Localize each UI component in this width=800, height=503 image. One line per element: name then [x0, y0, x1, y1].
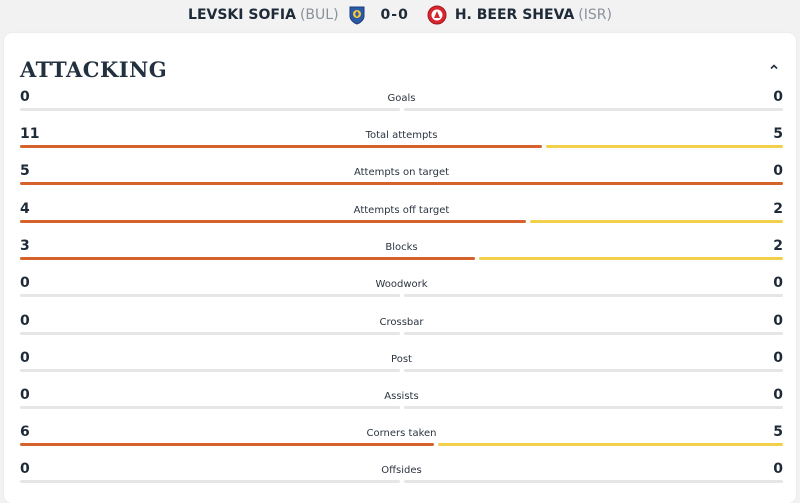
- home-stat-value: 0: [20, 313, 30, 329]
- home-stat-value: 3: [20, 238, 30, 254]
- home-stat-value: 0: [20, 275, 30, 291]
- away-stat-bar: [545, 145, 783, 148]
- away-stat-value: 5: [773, 126, 783, 142]
- home-stat-value: 4: [20, 201, 30, 217]
- stat-row: 6 Corners taken 5: [20, 424, 783, 461]
- chevron-up-icon[interactable]: [768, 61, 780, 73]
- away-stat-value: 2: [773, 201, 783, 217]
- home-team-name[interactable]: LEVSKI SOFIA: [188, 7, 296, 23]
- away-stat-bar: [530, 220, 783, 223]
- away-stat-bar: [438, 443, 783, 446]
- home-stat-value: 0: [20, 89, 30, 105]
- home-stat-bar: [20, 182, 783, 185]
- home-stat-bar: [20, 406, 400, 409]
- home-stat-bar: [20, 220, 526, 223]
- home-stat-value: 0: [20, 387, 30, 403]
- match-header: LEVSKI SOFIA (BUL) 0-0 H. BEER SHEVA (IS…: [0, 0, 800, 30]
- away-stat-value: 0: [773, 313, 783, 329]
- stats-panel: ATTACKING 0 Goals 0 11 Total attempts 5 5 Attem…: [4, 33, 796, 503]
- home-stat-bar: [20, 443, 434, 446]
- stat-row: 3 Blocks 2: [20, 238, 783, 275]
- home-stat-bar: [20, 294, 400, 297]
- away-stat-bar: [403, 108, 783, 111]
- away-stat-value: 0: [773, 275, 783, 291]
- home-stat-bar: [20, 332, 400, 335]
- stat-row: 11 Total attempts 5: [20, 126, 783, 163]
- home-stat-bar: [20, 480, 400, 483]
- stat-row: 0 Crossbar 0: [20, 313, 783, 350]
- away-stat-value: 0: [773, 89, 783, 105]
- home-stat-bar: [20, 257, 476, 260]
- stat-row: 0 Offsides 0: [20, 461, 783, 498]
- home-stat-value: 0: [20, 461, 30, 477]
- away-stat-bar: [403, 480, 783, 483]
- away-stat-value: 0: [773, 350, 783, 366]
- stat-label: Post: [391, 354, 412, 365]
- stat-label: Crossbar: [379, 317, 424, 328]
- stat-label: Blocks: [385, 242, 418, 253]
- stat-row: 4 Attempts off target 2: [20, 201, 783, 238]
- away-stat-bar: [403, 332, 783, 335]
- stat-row: 0 Post 0: [20, 350, 783, 387]
- stat-label: Woodwork: [375, 279, 428, 290]
- home-stat-bar: [20, 108, 400, 111]
- away-stat-bar: [403, 406, 783, 409]
- section-title: ATTACKING: [20, 57, 168, 82]
- away-stat-value: 0: [773, 461, 783, 477]
- away-team-name[interactable]: H. BEER SHEVA: [454, 7, 575, 23]
- stat-label: Offsides: [381, 465, 422, 476]
- away-stat-value: 0: [773, 163, 783, 179]
- stat-row: 0 Woodwork 0: [20, 275, 783, 312]
- stat-label: Attempts off target: [353, 205, 450, 216]
- match-score: 0-0: [380, 7, 409, 23]
- stat-label: Total attempts: [365, 130, 438, 141]
- home-stat-value: 6: [20, 424, 30, 440]
- home-team-country: (BUL): [299, 7, 339, 23]
- home-stat-value: 5: [20, 163, 30, 179]
- away-team-country: (ISR): [578, 7, 612, 23]
- away-stat-bar: [479, 257, 783, 260]
- home-stat-bar: [20, 369, 400, 372]
- away-stat-bar: [403, 369, 783, 372]
- away-stat-value: 0: [773, 387, 783, 403]
- away-stat-value: 5: [773, 424, 783, 440]
- stat-label: Attempts on target: [353, 167, 450, 178]
- home-stat-bar: [20, 145, 542, 148]
- home-stat-value: 0: [20, 350, 30, 366]
- stat-label: Goals: [387, 93, 416, 104]
- beer-sheva-crest-icon: [427, 5, 447, 25]
- stat-label: Corners taken: [366, 428, 437, 439]
- stat-row: 0 Assists 0: [20, 387, 783, 424]
- stat-label: Assists: [384, 391, 419, 402]
- away-stat-value: 2: [773, 238, 783, 254]
- home-stat-value: 11: [20, 126, 40, 142]
- levski-crest-icon: [349, 6, 365, 25]
- stat-row: 0 Goals 0: [20, 89, 783, 126]
- away-stat-bar: [403, 294, 783, 297]
- stat-row: 5 Attempts on target 0: [20, 163, 783, 200]
